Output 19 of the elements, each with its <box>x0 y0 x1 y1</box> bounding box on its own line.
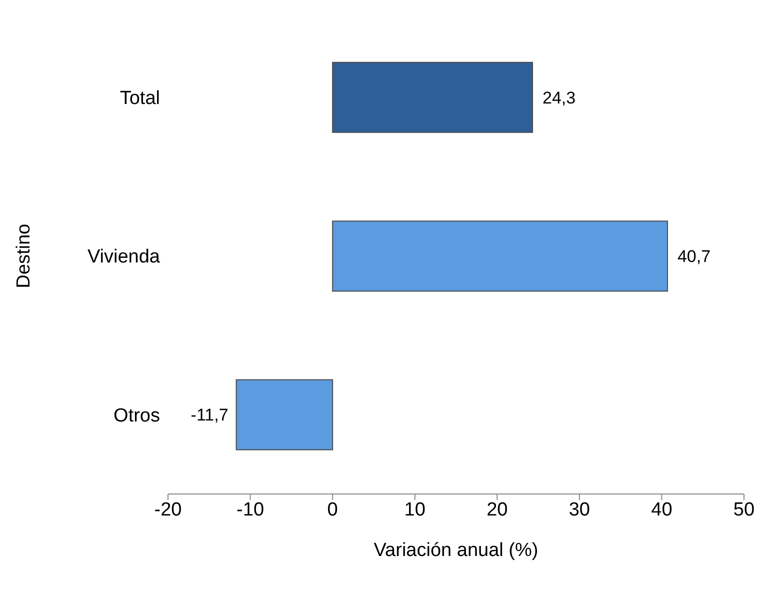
y-tick-label: Vivienda <box>87 246 160 268</box>
x-tick-label: 20 <box>486 499 508 520</box>
x-tick-label: -10 <box>236 499 264 520</box>
bar <box>332 62 534 133</box>
y-tick-label: Otros <box>114 405 160 426</box>
data-label: 24,3 <box>542 88 576 108</box>
bar <box>236 379 334 450</box>
y-tick-label: Total <box>120 88 160 110</box>
x-tick-label: 0 <box>327 499 338 520</box>
data-label: 40,7 <box>677 247 711 266</box>
x-tick-label: -20 <box>154 499 182 520</box>
data-label: -11,7 <box>190 406 228 425</box>
bar <box>332 220 668 292</box>
x-tick-label: 30 <box>568 499 590 520</box>
x-tick-label: 10 <box>404 499 426 520</box>
x-axis-title: Variación anual (%) <box>374 540 538 561</box>
x-tick-label: 40 <box>651 499 672 520</box>
y-axis-title: Destino <box>14 224 35 288</box>
x-tick-label: 50 <box>733 499 755 520</box>
